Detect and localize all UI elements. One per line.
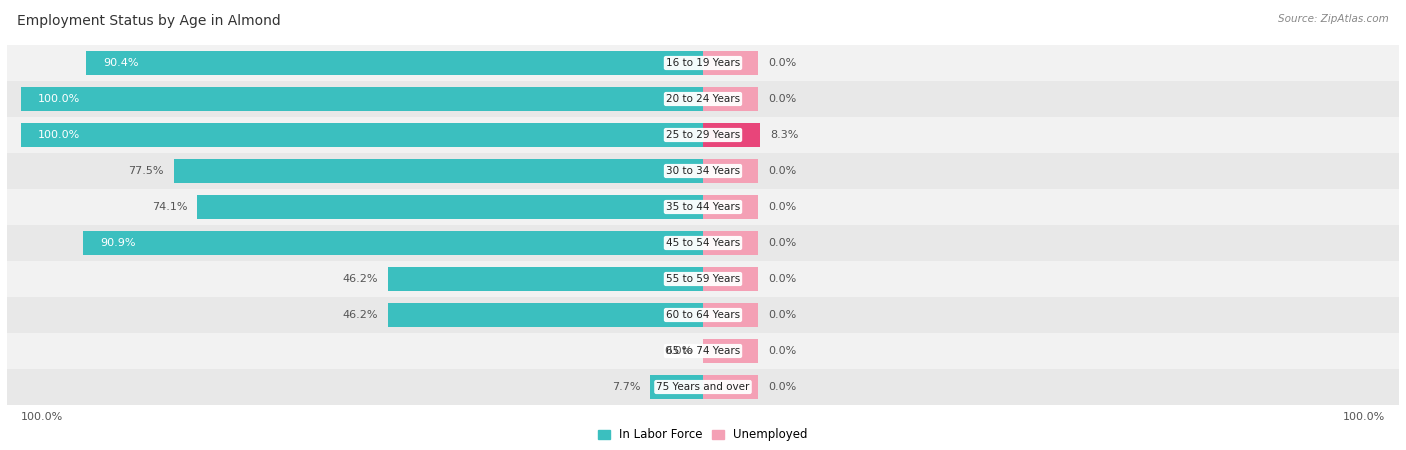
Text: 0.0%: 0.0% — [768, 382, 796, 392]
Bar — [7, 153, 1399, 189]
Bar — [174, 159, 703, 183]
Text: 0.0%: 0.0% — [768, 202, 796, 212]
Text: 55 to 59 Years: 55 to 59 Years — [666, 274, 740, 284]
Text: 35 to 44 Years: 35 to 44 Years — [666, 202, 740, 212]
Bar — [703, 195, 758, 219]
Text: 46.2%: 46.2% — [342, 310, 378, 320]
Text: 90.4%: 90.4% — [103, 58, 139, 68]
Text: 20 to 24 Years: 20 to 24 Years — [666, 94, 740, 104]
Text: 0.0%: 0.0% — [768, 94, 796, 104]
Bar — [703, 375, 758, 399]
Text: 16 to 19 Years: 16 to 19 Years — [666, 58, 740, 68]
Text: 90.9%: 90.9% — [100, 238, 135, 248]
Bar — [7, 369, 1399, 405]
Text: 0.0%: 0.0% — [768, 58, 796, 68]
Text: 8.3%: 8.3% — [770, 130, 799, 140]
Text: 0.0%: 0.0% — [768, 346, 796, 356]
Text: 60 to 64 Years: 60 to 64 Years — [666, 310, 740, 320]
Bar — [388, 303, 703, 327]
Text: 100.0%: 100.0% — [21, 412, 63, 422]
Bar — [703, 51, 758, 75]
Bar — [703, 267, 758, 291]
Bar — [651, 375, 703, 399]
Text: 100.0%: 100.0% — [1343, 412, 1385, 422]
Bar — [703, 123, 759, 147]
Bar — [83, 231, 703, 255]
Text: 0.0%: 0.0% — [768, 166, 796, 176]
Text: 77.5%: 77.5% — [128, 166, 165, 176]
Bar — [86, 51, 703, 75]
Bar — [703, 303, 758, 327]
Text: 0.0%: 0.0% — [768, 310, 796, 320]
Bar — [703, 231, 758, 255]
Bar — [703, 87, 758, 111]
Legend: In Labor Force, Unemployed: In Labor Force, Unemployed — [593, 423, 813, 446]
Bar — [7, 189, 1399, 225]
Bar — [388, 267, 703, 291]
Bar — [197, 195, 703, 219]
Bar — [7, 45, 1399, 81]
Text: 100.0%: 100.0% — [38, 130, 80, 140]
Bar — [21, 123, 703, 147]
Text: 25 to 29 Years: 25 to 29 Years — [666, 130, 740, 140]
Bar — [7, 225, 1399, 261]
Text: Employment Status by Age in Almond: Employment Status by Age in Almond — [17, 14, 281, 27]
Text: 100.0%: 100.0% — [38, 94, 80, 104]
Text: 0.0%: 0.0% — [665, 346, 693, 356]
Bar — [703, 159, 758, 183]
Bar — [7, 297, 1399, 333]
Text: 0.0%: 0.0% — [768, 274, 796, 284]
Text: 46.2%: 46.2% — [342, 274, 378, 284]
Text: Source: ZipAtlas.com: Source: ZipAtlas.com — [1278, 14, 1389, 23]
Bar — [703, 339, 758, 363]
Text: 7.7%: 7.7% — [612, 382, 640, 392]
Text: 30 to 34 Years: 30 to 34 Years — [666, 166, 740, 176]
Text: 45 to 54 Years: 45 to 54 Years — [666, 238, 740, 248]
Text: 0.0%: 0.0% — [768, 238, 796, 248]
Bar — [7, 81, 1399, 117]
Bar — [703, 123, 759, 147]
Bar — [7, 261, 1399, 297]
Text: 65 to 74 Years: 65 to 74 Years — [666, 346, 740, 356]
Bar — [7, 333, 1399, 369]
Text: 75 Years and over: 75 Years and over — [657, 382, 749, 392]
Bar — [7, 117, 1399, 153]
Text: 74.1%: 74.1% — [152, 202, 187, 212]
Bar — [21, 87, 703, 111]
